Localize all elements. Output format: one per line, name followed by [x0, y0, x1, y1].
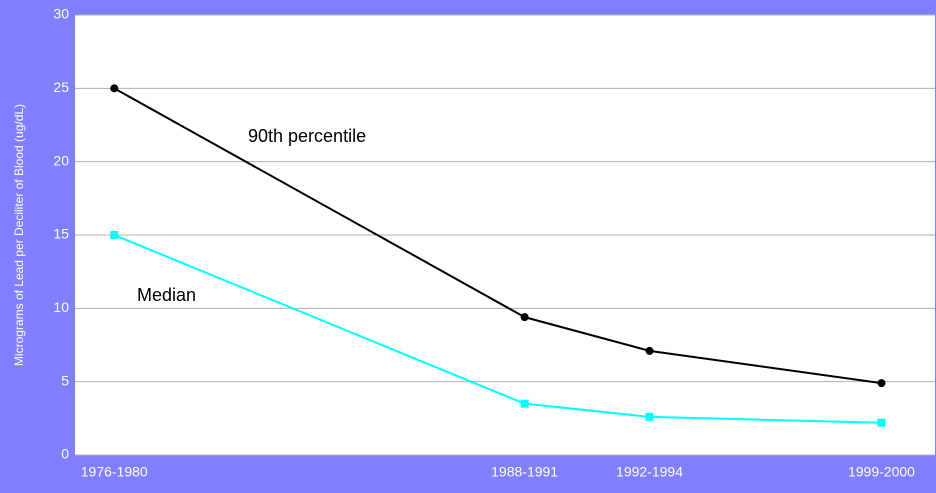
data-point: [645, 412, 654, 421]
data-point: [110, 84, 119, 93]
y-tick-label: 15: [53, 226, 69, 242]
data-point: [520, 399, 529, 408]
y-tick-label: 0: [61, 446, 69, 462]
data-point: [877, 379, 886, 388]
series-annotation: Median: [137, 285, 196, 305]
y-tick-label: 10: [53, 299, 69, 315]
y-tick-label: 20: [53, 152, 69, 168]
x-tick-label: 1988-1991: [491, 464, 558, 480]
y-tick-label: 25: [53, 79, 69, 95]
y-tick-label: 5: [61, 372, 69, 388]
y-tick-label: 30: [53, 6, 69, 22]
series-annotation: 90th percentile: [248, 126, 366, 146]
x-tick-label: 1976-1980: [81, 464, 148, 480]
series-line: [113, 234, 882, 424]
x-tick-label: 1999-2000: [848, 464, 915, 480]
y-axis-label: Micrograms of Lead per Deciliter of Bloo…: [12, 104, 26, 366]
x-tick-label: 1992-1994: [616, 464, 683, 480]
data-point: [520, 313, 529, 322]
data-point: [877, 418, 886, 427]
data-point: [645, 346, 654, 355]
data-point: [110, 231, 119, 239]
series-line: [113, 87, 882, 385]
